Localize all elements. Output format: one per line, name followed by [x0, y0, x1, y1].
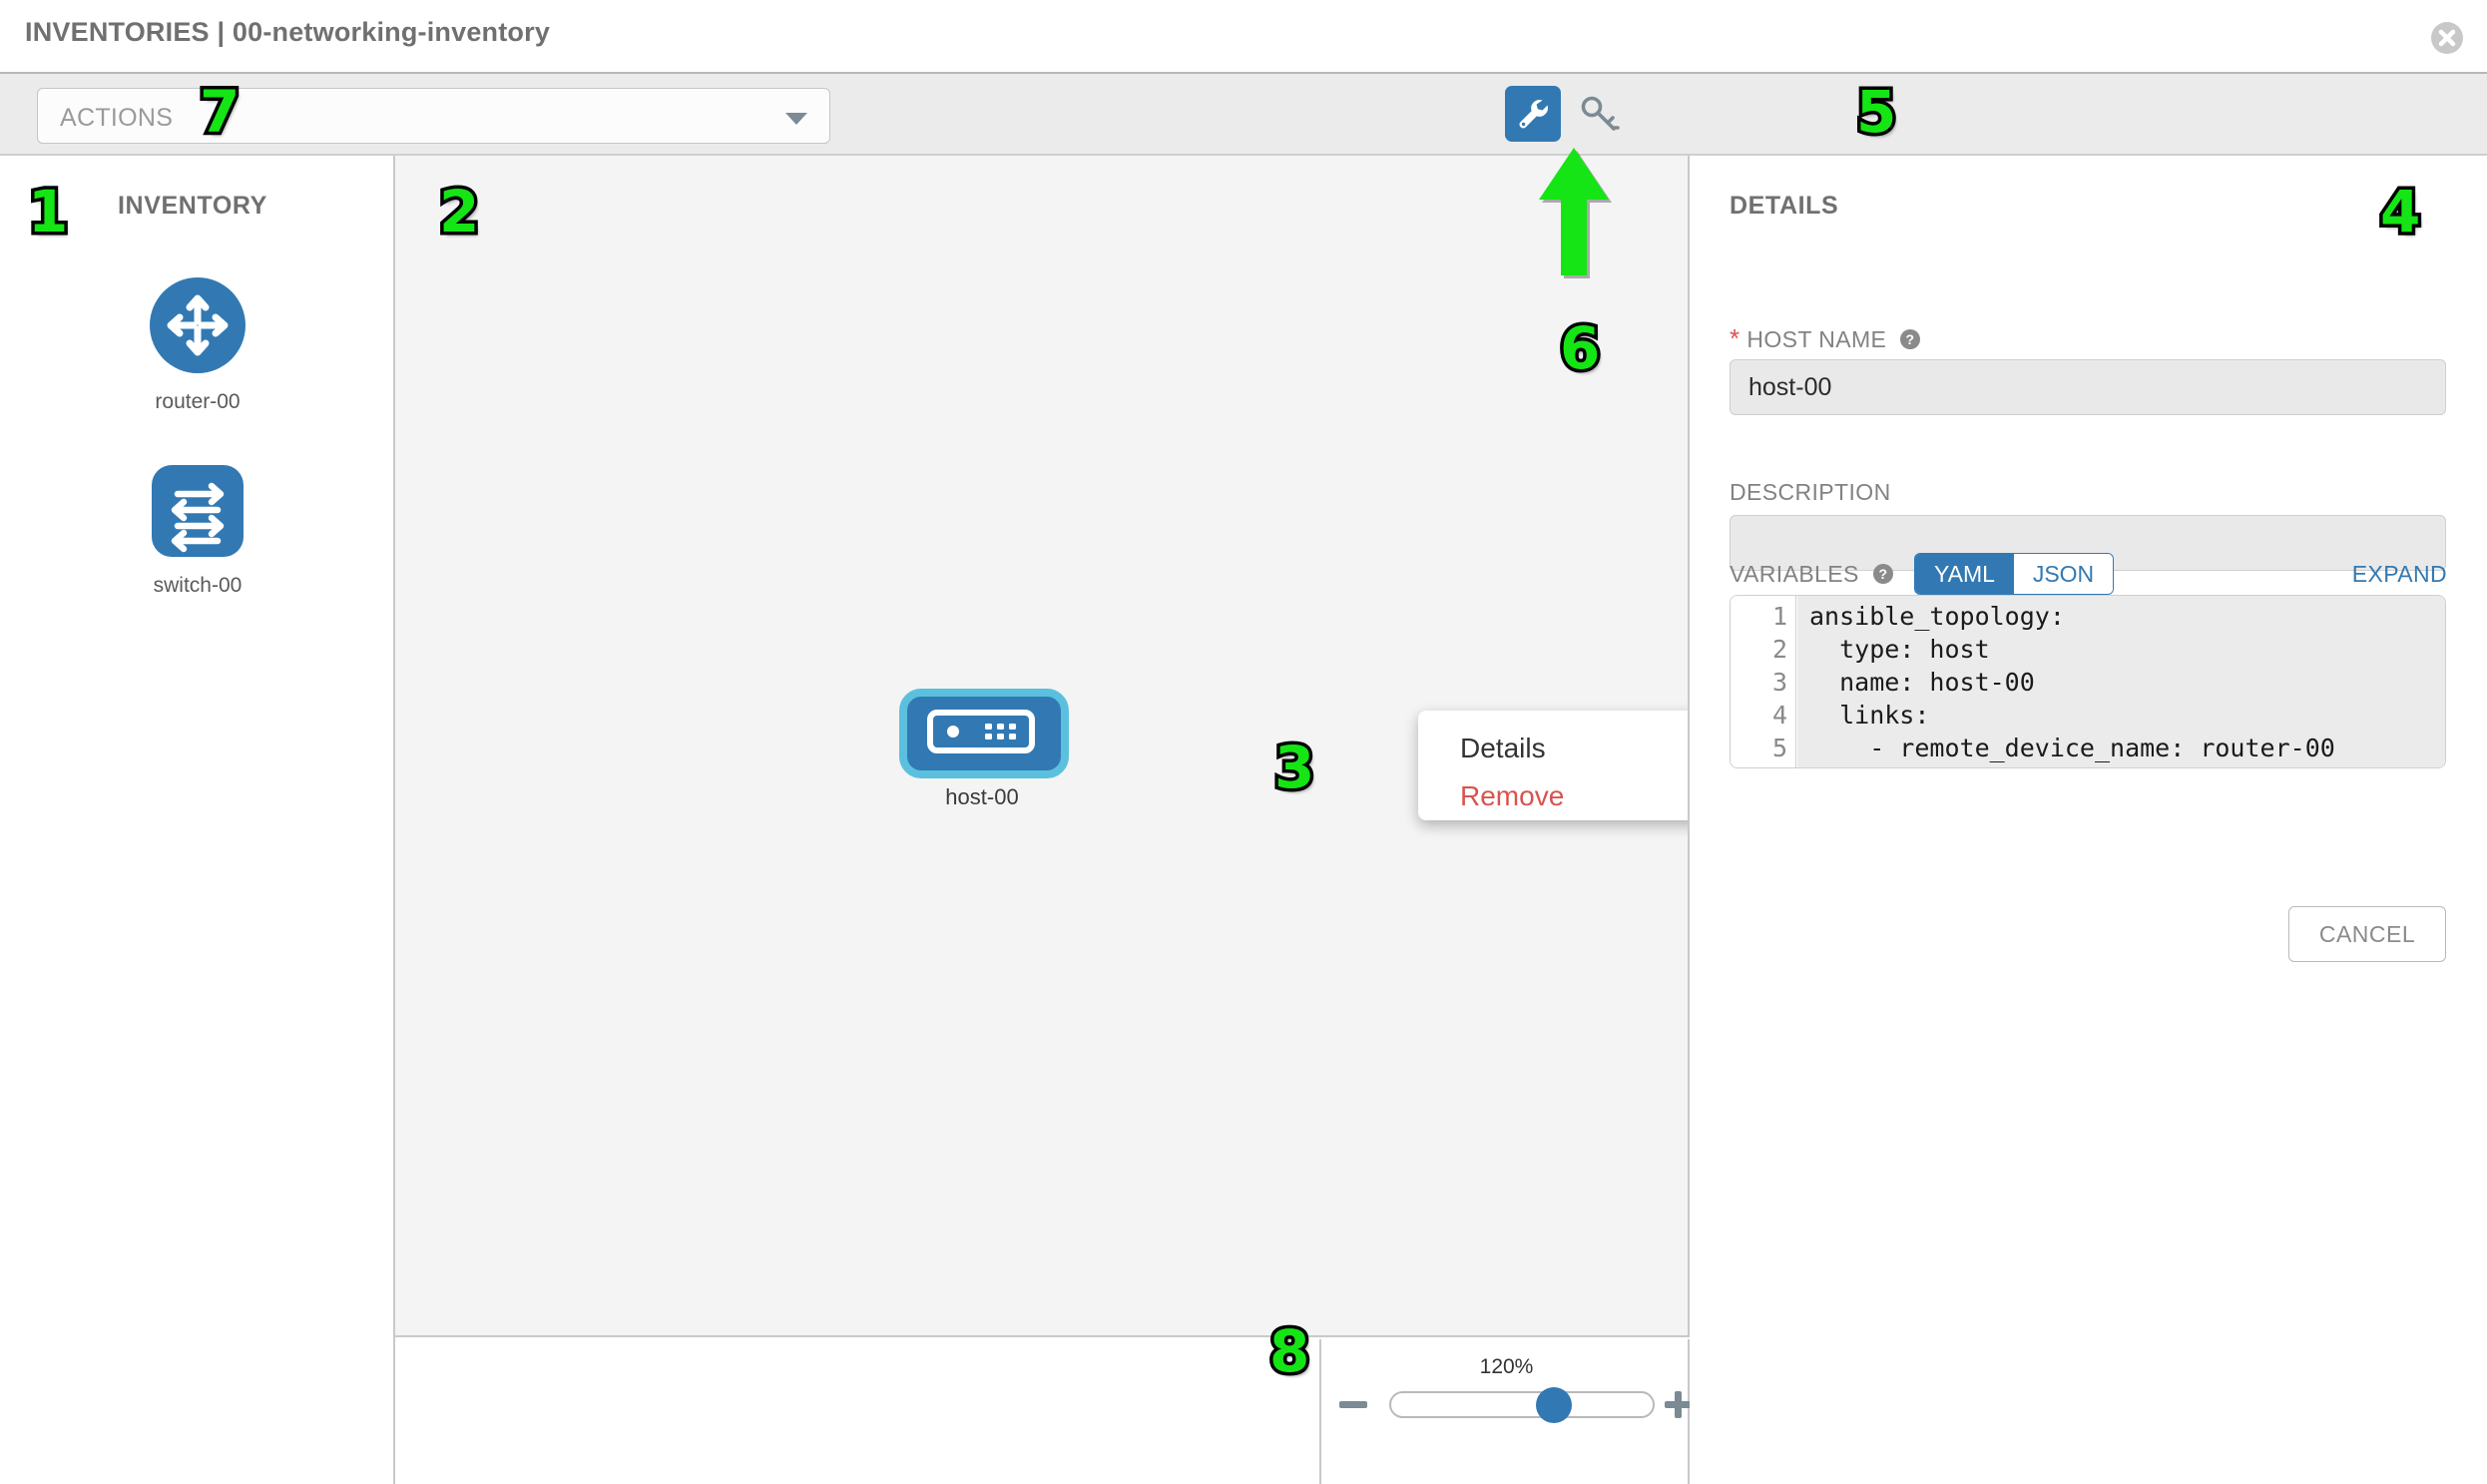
- zoom-slider-thumb[interactable]: [1536, 1387, 1572, 1423]
- svg-text:?: ?: [1878, 566, 1887, 582]
- code-line: ansible_topology:: [1809, 602, 2065, 631]
- inventory-title: INVENTORY: [118, 192, 267, 220]
- question-circle-icon[interactable]: ?: [1899, 328, 1921, 350]
- context-menu-item-details[interactable]: Details: [1460, 733, 1546, 763]
- variables-code-editor[interactable]: 1 2 3 4 5 6 7 ansible_topology: type: ho…: [1730, 595, 2446, 768]
- page-title: INVENTORIES | 00-networking-inventory: [25, 17, 551, 47]
- variables-label-text: VARIABLES: [1730, 561, 1859, 587]
- host-name-field[interactable]: host-00: [1730, 359, 2446, 415]
- host-name-label: * HOST NAME ?: [1730, 323, 1921, 354]
- chevron-down-icon: [785, 113, 807, 125]
- switch-icon: [150, 463, 246, 564]
- code-line-number: 6: [1772, 766, 1787, 767]
- zoom-percent-label: 120%: [1479, 1355, 1534, 1378]
- code-line: name: eth0: [1809, 766, 2050, 767]
- host-name-label-text: HOST NAME: [1746, 326, 1887, 352]
- inventory-item-label: router-00: [155, 390, 241, 413]
- code-line: - remote_device_name: router-00: [1809, 734, 2335, 762]
- code-line-number: 3: [1771, 668, 1787, 697]
- toolbar: ACTIONS SEARCH: [0, 72, 2487, 216]
- expand-link[interactable]: EXPAND: [2351, 561, 2447, 587]
- plus-icon-vertical[interactable]: [1675, 1391, 1682, 1418]
- key-icon[interactable]: [1577, 92, 1621, 136]
- question-circle-icon[interactable]: ?: [1872, 563, 1894, 585]
- zoom-slider-track[interactable]: [1389, 1391, 1655, 1418]
- toggle-option-yaml[interactable]: YAML: [1915, 554, 2014, 594]
- code-line-number: 1: [1771, 602, 1787, 631]
- variables-label: VARIABLES ?: [1730, 561, 1894, 588]
- inventory-item-router[interactable]: router-00: [0, 275, 395, 414]
- description-label: DESCRIPTION: [1730, 479, 1891, 505]
- code-line-number: 2: [1771, 635, 1787, 664]
- code-line: links:: [1809, 701, 1930, 730]
- actions-dropdown[interactable]: ACTIONS: [37, 88, 830, 144]
- zoom-control: 120%: [1319, 1339, 1693, 1484]
- context-menu: Details Remove: [1418, 711, 1688, 820]
- inventory-item-switch[interactable]: switch-00: [0, 463, 395, 598]
- code-line-number: 4: [1771, 701, 1787, 730]
- context-menu-item-remove[interactable]: Remove: [1460, 780, 1565, 811]
- required-asterisk: *: [1730, 323, 1741, 353]
- code-text-area[interactable]: ansible_topology: type: host name: host-…: [1797, 596, 2445, 767]
- close-icon[interactable]: [2429, 20, 2465, 56]
- window-header: INVENTORIES | 00-networking-inventory: [0, 0, 2487, 72]
- code-line-number: 5: [1771, 734, 1787, 762]
- variables-format-toggle[interactable]: YAML JSON: [1914, 553, 2114, 595]
- inventory-panel: INVENTORY router-00: [0, 156, 395, 1484]
- router-icon: [148, 275, 248, 380]
- canvas-node-label: host-00: [945, 784, 1019, 809]
- wrench-icon[interactable]: [1505, 86, 1561, 142]
- code-line: type: host: [1809, 635, 1990, 664]
- toggle-option-json[interactable]: JSON: [2014, 554, 2113, 594]
- minus-icon[interactable]: [1339, 1401, 1367, 1408]
- inventory-item-label: switch-00: [153, 574, 243, 597]
- svg-text:?: ?: [1906, 331, 1915, 347]
- details-panel: DETAILS * HOST NAME ? host-00 DESCRIPTIO…: [1690, 156, 2487, 1484]
- actions-dropdown-label: ACTIONS: [60, 104, 174, 132]
- canvas-node-host[interactable]: [899, 689, 1069, 778]
- details-title: DETAILS: [1730, 192, 1839, 220]
- code-line: name: host-00: [1809, 668, 2035, 697]
- cancel-button[interactable]: CANCEL: [2288, 906, 2446, 962]
- topology-canvas[interactable]: host-00 Details Remove: [395, 156, 1690, 1337]
- code-gutter: 1 2 3 4 5 6 7: [1731, 596, 1796, 767]
